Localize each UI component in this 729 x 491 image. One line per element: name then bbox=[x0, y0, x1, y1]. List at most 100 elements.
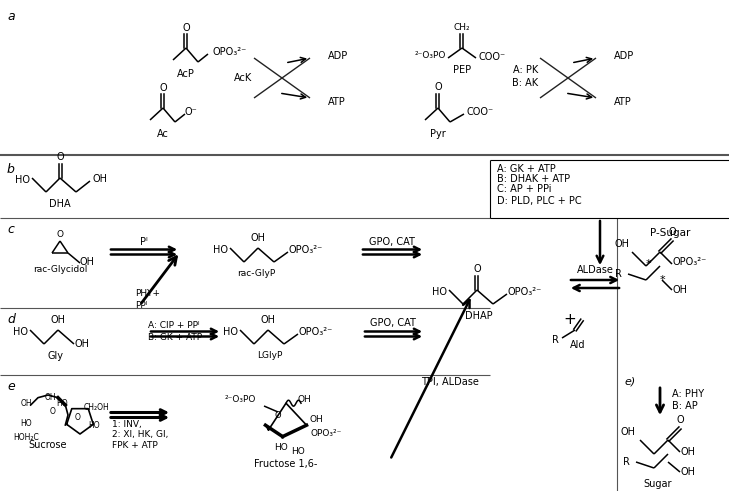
Text: C: AP + PPi: C: AP + PPi bbox=[497, 184, 552, 194]
Text: CH₂OH: CH₂OH bbox=[83, 403, 109, 411]
Text: d: d bbox=[7, 313, 15, 326]
Text: c: c bbox=[7, 223, 14, 236]
Text: ²⁻O₃PO: ²⁻O₃PO bbox=[225, 395, 256, 405]
Text: Ac: Ac bbox=[157, 129, 169, 139]
Text: OH: OH bbox=[680, 467, 695, 477]
Text: HO: HO bbox=[432, 287, 447, 297]
Text: e): e) bbox=[624, 377, 635, 387]
Text: O: O bbox=[182, 23, 190, 33]
Text: 2: XI, HK, GI,: 2: XI, HK, GI, bbox=[112, 431, 168, 439]
Text: ATP: ATP bbox=[614, 97, 632, 107]
Text: Sucrose: Sucrose bbox=[28, 440, 67, 450]
Text: OH: OH bbox=[74, 339, 90, 349]
Text: HO: HO bbox=[15, 175, 30, 185]
Text: A: PHY: A: PHY bbox=[672, 389, 704, 399]
Text: D: PLD, PLC + PC: D: PLD, PLC + PC bbox=[497, 196, 582, 206]
Text: OPO₃²⁻: OPO₃²⁻ bbox=[213, 47, 247, 57]
Text: e: e bbox=[7, 380, 15, 393]
Text: Pyr: Pyr bbox=[430, 129, 446, 139]
Text: OH: OH bbox=[93, 174, 107, 184]
Text: OPO₃²⁻: OPO₃²⁻ bbox=[289, 245, 323, 255]
Text: OH: OH bbox=[50, 315, 66, 325]
Text: PEP: PEP bbox=[453, 65, 471, 75]
Text: HO: HO bbox=[223, 327, 238, 337]
Text: Ald: Ald bbox=[570, 340, 585, 350]
Text: A: GK + ATP: A: GK + ATP bbox=[497, 164, 555, 174]
Text: *: * bbox=[645, 259, 651, 269]
Text: 1: INV,: 1: INV, bbox=[112, 420, 141, 430]
Text: HO: HO bbox=[56, 399, 68, 408]
Text: HO: HO bbox=[88, 420, 100, 430]
Text: Pᴵ: Pᴵ bbox=[140, 237, 148, 247]
Text: OH: OH bbox=[680, 447, 695, 457]
Text: B: GK + ATP: B: GK + ATP bbox=[148, 332, 202, 342]
Text: AcP: AcP bbox=[177, 69, 195, 79]
Text: Gly: Gly bbox=[48, 351, 64, 361]
Text: OH: OH bbox=[260, 315, 276, 325]
Text: O: O bbox=[677, 415, 684, 425]
Text: ADP: ADP bbox=[328, 51, 348, 61]
Text: OH: OH bbox=[20, 399, 32, 408]
Text: OH: OH bbox=[251, 233, 265, 243]
Text: O: O bbox=[57, 229, 63, 239]
Text: OH: OH bbox=[620, 427, 636, 437]
Text: A: PK: A: PK bbox=[512, 65, 538, 75]
Text: O: O bbox=[75, 412, 81, 421]
Text: ATP: ATP bbox=[328, 97, 346, 107]
Text: R: R bbox=[552, 335, 558, 345]
Text: rac-GlyP: rac-GlyP bbox=[237, 270, 275, 278]
Text: O: O bbox=[275, 410, 281, 419]
Text: B: AP: B: AP bbox=[672, 401, 698, 411]
Text: GPO, CAT: GPO, CAT bbox=[369, 237, 415, 247]
Text: COO⁻: COO⁻ bbox=[467, 107, 494, 117]
Text: HO: HO bbox=[291, 447, 305, 457]
Text: *: * bbox=[659, 275, 665, 285]
Text: HOH₂C: HOH₂C bbox=[13, 433, 39, 441]
Text: AcK: AcK bbox=[234, 73, 252, 83]
Text: HO: HO bbox=[13, 327, 28, 337]
Text: OH: OH bbox=[672, 285, 687, 295]
Text: OPO₃²⁻: OPO₃²⁻ bbox=[299, 327, 333, 337]
Text: OH: OH bbox=[297, 395, 311, 405]
Text: OH: OH bbox=[79, 257, 95, 267]
Text: ADP: ADP bbox=[614, 51, 634, 61]
Text: O: O bbox=[668, 227, 676, 237]
Text: a: a bbox=[7, 10, 15, 23]
Text: O: O bbox=[56, 152, 64, 162]
Text: b: b bbox=[7, 163, 15, 176]
Text: HO: HO bbox=[274, 443, 288, 453]
Text: OPO₃²⁻: OPO₃²⁻ bbox=[311, 430, 342, 438]
Text: HO: HO bbox=[213, 245, 228, 255]
Text: DHAP: DHAP bbox=[465, 311, 493, 321]
Text: DHA: DHA bbox=[49, 199, 71, 209]
Text: OH: OH bbox=[44, 392, 56, 402]
Text: P-Sugar: P-Sugar bbox=[650, 228, 690, 238]
Text: FPK + ATP: FPK + ATP bbox=[112, 440, 157, 449]
Text: GPO, CAT: GPO, CAT bbox=[370, 318, 416, 328]
Text: ALDase: ALDase bbox=[577, 265, 613, 275]
Text: A: ClP + PPᴵ: A: ClP + PPᴵ bbox=[148, 321, 200, 329]
Text: CH₂: CH₂ bbox=[453, 23, 470, 31]
Text: ²⁻O₃PO: ²⁻O₃PO bbox=[415, 51, 446, 59]
Text: OPO₃²⁻: OPO₃²⁻ bbox=[673, 257, 707, 267]
Text: OH: OH bbox=[615, 239, 630, 249]
Text: rac-Glycidol: rac-Glycidol bbox=[33, 265, 87, 273]
Text: PHY+: PHY+ bbox=[135, 290, 160, 299]
Text: PPᴵ: PPᴵ bbox=[135, 300, 147, 309]
Text: O: O bbox=[434, 82, 442, 92]
Text: HO: HO bbox=[20, 418, 32, 428]
Text: +: + bbox=[564, 312, 577, 327]
Text: OPO₃²⁻: OPO₃²⁻ bbox=[508, 287, 542, 297]
Text: O⁻: O⁻ bbox=[184, 107, 198, 117]
Text: O: O bbox=[159, 83, 167, 93]
Text: B: DHAK + ATP: B: DHAK + ATP bbox=[497, 174, 570, 184]
Text: COO⁻: COO⁻ bbox=[478, 52, 506, 62]
Text: R: R bbox=[615, 269, 621, 279]
Text: O: O bbox=[473, 264, 481, 274]
Text: R: R bbox=[623, 457, 629, 467]
Text: TPI, ALDase: TPI, ALDase bbox=[421, 377, 479, 387]
Text: Sugar: Sugar bbox=[644, 479, 672, 489]
Text: B: AK: B: AK bbox=[512, 78, 538, 88]
Text: O: O bbox=[50, 408, 56, 416]
Text: OH: OH bbox=[309, 415, 323, 425]
